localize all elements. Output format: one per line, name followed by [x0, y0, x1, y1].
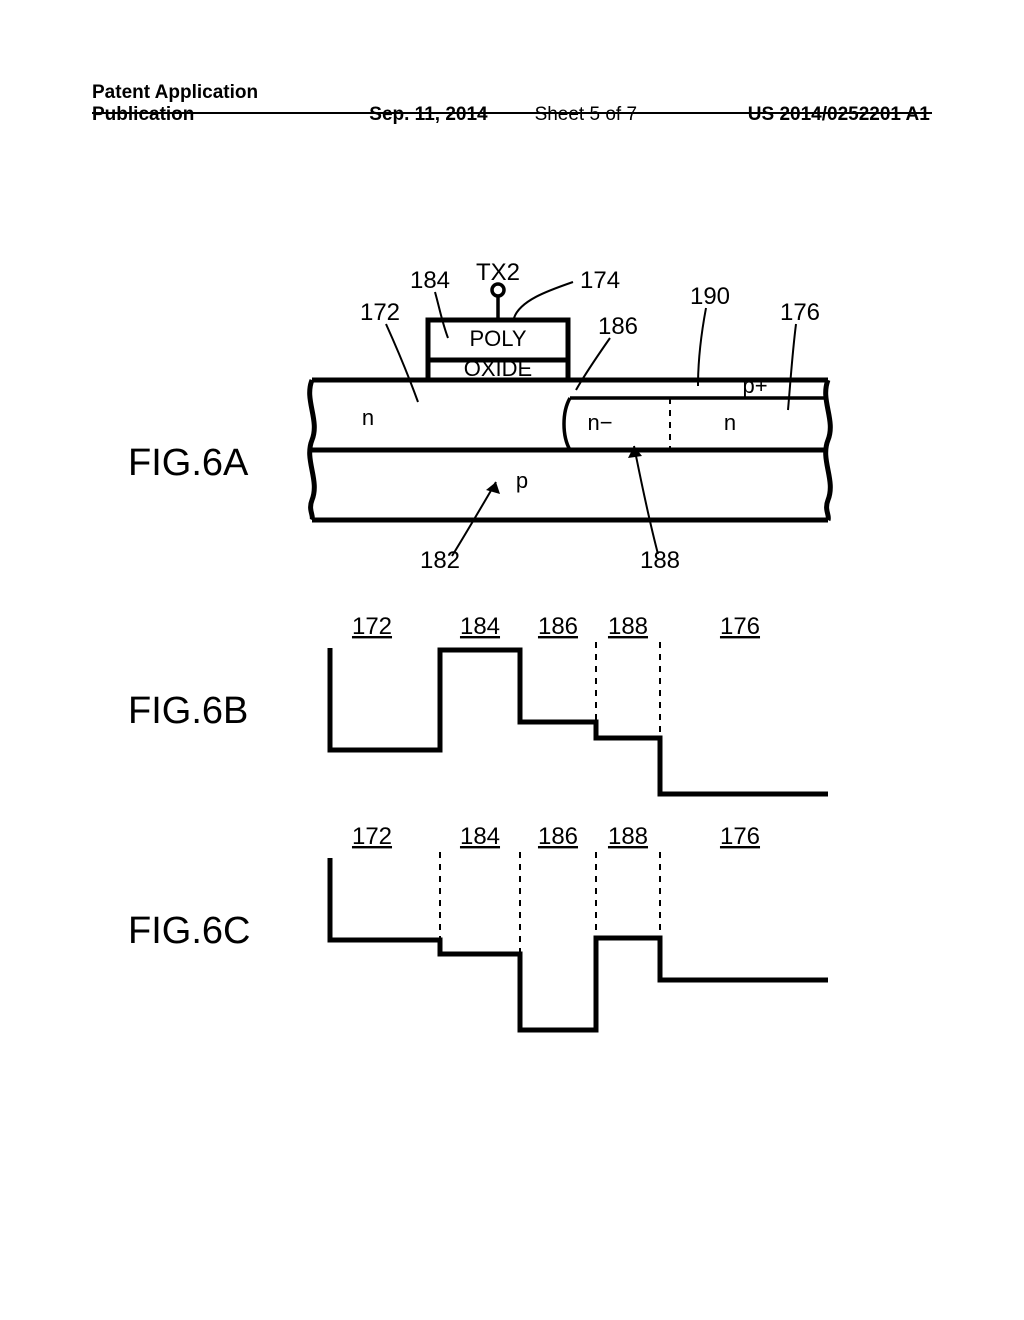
- num-190: 190: [690, 283, 730, 310]
- num-176: 176: [780, 299, 820, 326]
- region-n-right: n: [724, 410, 736, 435]
- page: Patent Application Publication Sep. 11, …: [0, 0, 1024, 1320]
- b-184: 184: [460, 613, 500, 640]
- region-p: p: [516, 468, 528, 493]
- fig6c-diagram: 172 184 186 188 176: [300, 820, 840, 1050]
- header-sheet: Sheet 5 of 7: [535, 104, 685, 126]
- c-188: 188: [608, 823, 648, 850]
- header-pubno: US 2014/0252201 A1: [690, 104, 930, 126]
- num-174: 174: [580, 267, 620, 294]
- header-pub: Patent Application Publication: [92, 82, 364, 126]
- region-pplus: p+: [742, 373, 767, 398]
- fig6b-diagram: 172 184 186 188 176: [300, 610, 840, 800]
- region-n-left: n: [362, 405, 374, 430]
- fig6a-label: FIG.6A: [128, 442, 248, 485]
- num-188: 188: [640, 547, 680, 574]
- c-176: 176: [720, 823, 760, 850]
- num-186: 186: [598, 313, 638, 340]
- oxide-label: OXIDE: [464, 356, 532, 381]
- num-172: 172: [360, 299, 400, 326]
- page-header: Patent Application Publication Sep. 11, …: [92, 82, 932, 126]
- c-184: 184: [460, 823, 500, 850]
- fig6b-label: FIG.6B: [128, 690, 248, 733]
- fig6a-diagram: POLY OXIDE TX2 n n− n p+ p 184 174 172 1…: [300, 260, 840, 590]
- b-186: 186: [538, 613, 578, 640]
- header-date: Sep. 11, 2014: [369, 104, 529, 126]
- c-186: 186: [538, 823, 578, 850]
- num-184: 184: [410, 267, 450, 294]
- fig6c-label: FIG.6C: [128, 910, 250, 953]
- b-172: 172: [352, 613, 392, 640]
- region-nminus: n−: [587, 410, 612, 435]
- tx2-label: TX2: [476, 260, 520, 286]
- b-188: 188: [608, 613, 648, 640]
- header-rule: [92, 112, 932, 114]
- b-176: 176: [720, 613, 760, 640]
- poly-label: POLY: [469, 326, 526, 351]
- c-172: 172: [352, 823, 392, 850]
